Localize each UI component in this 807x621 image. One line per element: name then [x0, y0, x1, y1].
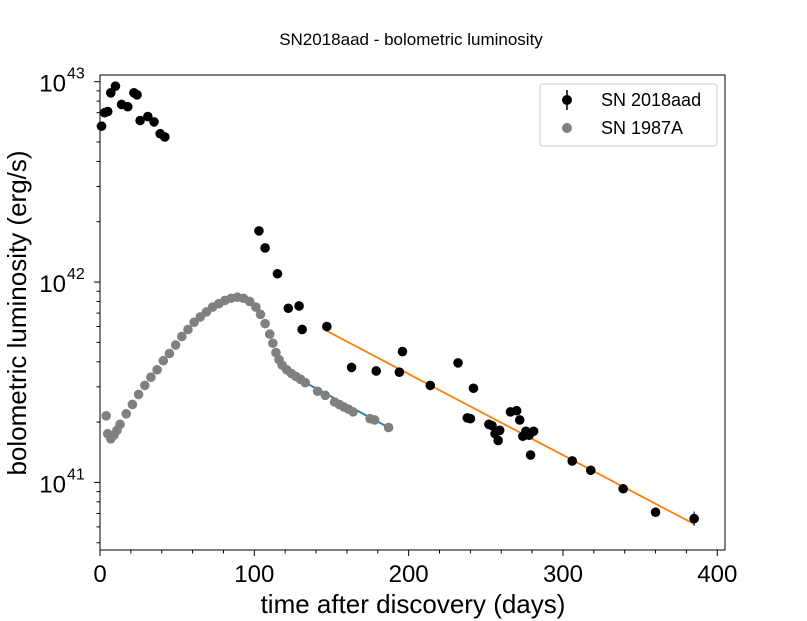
- data-point: [297, 324, 307, 335]
- data-point: [283, 303, 294, 314]
- data-point: [96, 121, 107, 131]
- data-point: [121, 409, 132, 419]
- data-point: [260, 318, 270, 329]
- data-point: [106, 88, 116, 98]
- fit-line-2: [326, 330, 695, 525]
- y-tick-label-base: 10: [39, 71, 66, 98]
- legend-marker-sn1987a: [562, 123, 572, 133]
- x-axis-label: time after discovery (days): [261, 589, 566, 619]
- data-point: [312, 386, 323, 397]
- data-point: [618, 483, 628, 494]
- data-point: [493, 435, 503, 446]
- data-series: [96, 81, 699, 526]
- data-point: [567, 456, 578, 466]
- data-point: [132, 90, 142, 100]
- legend-label-sn2018aad: SN 2018aad: [601, 90, 701, 110]
- chart-title: SN2018aad - bolometric luminosity: [279, 30, 543, 49]
- x-axis-ticks: 0 100 200 300 400: [93, 550, 737, 588]
- data-point: [294, 301, 304, 311]
- data-point: [525, 450, 536, 460]
- series-sn2018aad: [96, 81, 699, 526]
- y-tick-label-exponent: 42: [67, 266, 85, 283]
- data-point: [176, 331, 187, 342]
- data-point: [322, 321, 332, 332]
- data-point: [102, 106, 113, 117]
- data-point: [255, 309, 266, 320]
- data-point: [164, 348, 175, 359]
- data-point: [170, 340, 181, 350]
- data-point: [268, 338, 278, 349]
- data-point: [528, 426, 539, 437]
- data-point: [585, 465, 596, 476]
- data-point: [468, 383, 479, 394]
- data-point: [397, 346, 408, 357]
- data-point: [146, 372, 156, 383]
- data-point: [371, 366, 382, 376]
- legend-label-sn1987a: SN 1987A: [601, 118, 683, 138]
- x-tick-label: 100: [234, 561, 274, 588]
- data-point: [254, 226, 264, 236]
- data-point: [487, 420, 497, 431]
- data-point: [300, 377, 311, 388]
- data-point: [139, 380, 150, 391]
- data-point: [244, 296, 255, 307]
- data-point: [251, 302, 261, 312]
- data-point: [101, 411, 111, 421]
- data-point: [115, 419, 125, 430]
- data-point: [514, 415, 525, 425]
- data-point: [122, 101, 133, 112]
- data-point: [348, 407, 358, 417]
- data-point: [369, 415, 380, 425]
- data-point: [135, 115, 145, 126]
- y-tick-label-exponent: 43: [67, 66, 85, 83]
- data-point: [127, 399, 138, 410]
- data-point: [320, 390, 331, 401]
- data-point: [158, 355, 169, 366]
- legend-box: [539, 83, 718, 147]
- data-point: [260, 243, 270, 253]
- data-point: [110, 81, 121, 91]
- x-tick-label: 400: [697, 561, 737, 588]
- y-tick-label-base: 10: [39, 271, 66, 298]
- data-point: [465, 413, 476, 424]
- data-point: [425, 380, 436, 391]
- data-point: [272, 268, 283, 279]
- y-axis-label: bolometric luminosity (erg/s): [2, 150, 32, 475]
- data-point: [453, 358, 463, 368]
- plot-frame: [99, 74, 726, 551]
- data-point: [383, 422, 394, 433]
- data-point: [346, 362, 357, 373]
- data-point: [133, 389, 144, 400]
- data-point: [264, 329, 275, 339]
- data-point: [149, 117, 159, 127]
- legend-marker-sn2018aad: [562, 95, 572, 105]
- data-point: [160, 132, 170, 142]
- data-point: [394, 367, 405, 377]
- x-tick-label: 0: [93, 561, 106, 588]
- data-point: [183, 324, 193, 335]
- y-tick-label-base: 10: [39, 471, 66, 498]
- legend: SN 2018aad SN 1987A: [539, 83, 718, 147]
- series-sn1987a: [101, 292, 394, 444]
- data-point: [689, 513, 699, 524]
- y-tick-label-exponent: 41: [67, 466, 85, 483]
- x-tick-label: 300: [543, 561, 583, 588]
- data-point: [650, 507, 661, 518]
- x-tick-label: 200: [389, 561, 429, 588]
- data-point: [494, 425, 505, 436]
- data-point: [152, 364, 162, 375]
- data-point: [511, 405, 522, 416]
